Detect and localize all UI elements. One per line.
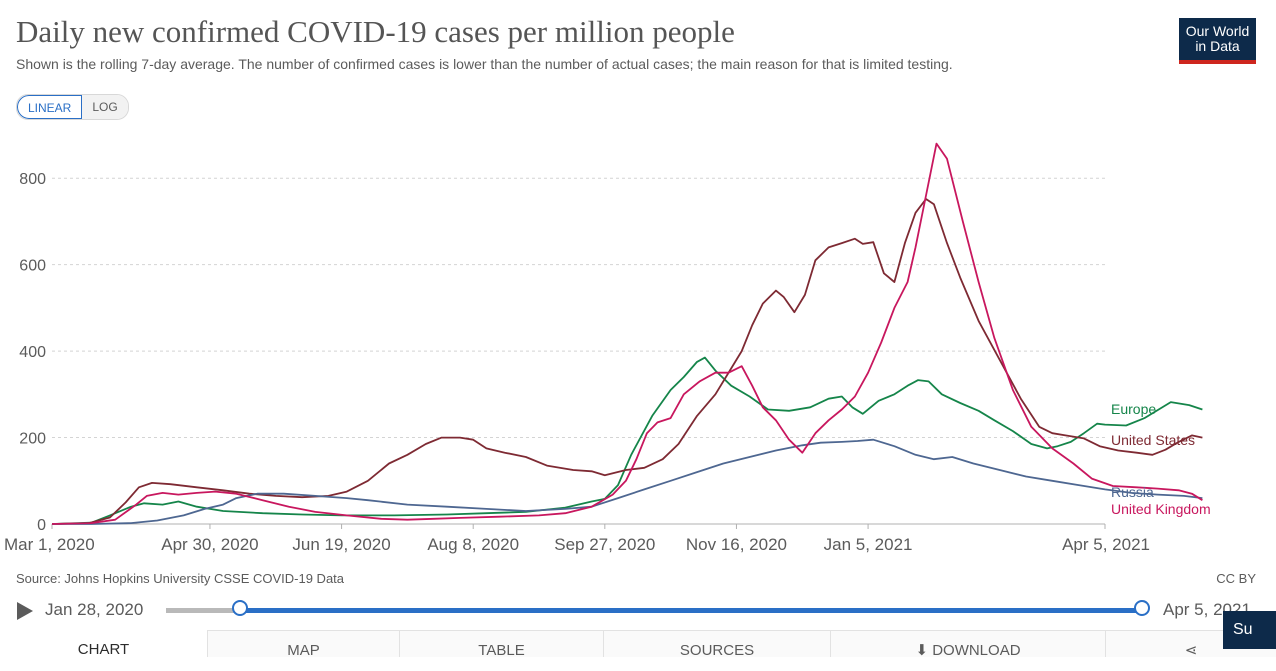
share-button-label: Su (1233, 621, 1253, 638)
play-icon[interactable] (17, 602, 33, 620)
grid-lines (52, 177, 1105, 525)
x-tick-label: Nov 16, 2020 (686, 535, 787, 554)
x-axis-ticks: Mar 1, 2020 Apr 30, 2020 Jun 19, 2020 Aug 8… (4, 524, 1150, 554)
timeline-track-inactive[interactable] (166, 608, 240, 613)
x-tick-label: Apr 30, 2020 (161, 535, 258, 554)
series-line-united-states[interactable] (51, 198, 1203, 525)
series-line-europe[interactable] (51, 356, 1203, 525)
y-tick-label: 600 (19, 258, 46, 275)
tab-sources[interactable]: SOURCES (603, 630, 830, 659)
source-note: Source: Johns Hopkins University CSSE CO… (16, 571, 345, 586)
x-tick-label: Jan 5, 2021 (824, 535, 913, 554)
series-line-united-kingdom[interactable] (51, 142, 1203, 525)
y-axis-ticks: 0 200 400 600 800 (19, 171, 46, 534)
end-label-europe[interactable]: Europe (1111, 401, 1156, 417)
tab-table[interactable]: TABLE (399, 630, 603, 659)
x-tick-label: Aug 8, 2020 (427, 535, 519, 554)
timeline-end-handle[interactable] (1134, 600, 1150, 616)
x-tick-label: Sep 27, 2020 (554, 535, 655, 554)
tab-download[interactable]: ⬇ DOWNLOAD (830, 630, 1105, 659)
timeline-track-active[interactable] (240, 608, 1142, 613)
logo-line-1: Our World (1185, 23, 1250, 39)
license-link[interactable]: CC BY (1216, 571, 1256, 586)
y-tick-label: 200 (19, 431, 46, 448)
series-line-russia[interactable] (52, 438, 1203, 525)
tab-map[interactable]: MAP (207, 630, 399, 659)
log-scale-button[interactable]: LOG (82, 95, 128, 119)
x-tick-label: Mar 1, 2020 (4, 535, 95, 554)
share-button[interactable]: Su (1223, 611, 1276, 649)
x-tick-label: Apr 5, 2021 (1062, 535, 1150, 554)
end-label-united-states[interactable]: United States (1111, 432, 1195, 448)
tab-bar: CHART MAP TABLE SOURCES ⬇ DOWNLOAD ⋖ (0, 630, 1276, 659)
y-tick-label: 800 (19, 171, 46, 188)
owid-logo[interactable]: Our World in Data (1179, 18, 1256, 64)
linear-scale-button[interactable]: LINEAR (17, 95, 83, 119)
x-tick-label: Jun 19, 2020 (292, 535, 390, 554)
timeline: Jan 28, 2020 Apr 5, 2021 (0, 596, 1276, 626)
timeline-start-label: Jan 28, 2020 (45, 600, 144, 619)
line-chart: 0 200 400 600 800 Mar 1, 2020 Apr 30, 2020 Jun… (4, 142, 1211, 554)
tab-chart[interactable]: CHART (0, 630, 207, 658)
series-lines (51, 142, 1203, 525)
y-tick-label: 0 (37, 517, 46, 534)
timeline-start-handle[interactable] (232, 600, 248, 616)
chart-title: Daily new confirmed COVID-19 cases per m… (16, 14, 735, 49)
chart-subtitle: Shown is the rolling 7-day average. The … (16, 56, 953, 72)
end-label-russia[interactable]: Russia (1111, 484, 1154, 500)
end-label-united-kingdom[interactable]: United Kingdom (1111, 501, 1211, 517)
y-tick-label: 400 (19, 344, 46, 361)
logo-line-2: in Data (1195, 38, 1240, 54)
scale-toggle: LINEAR LOG (16, 94, 129, 120)
